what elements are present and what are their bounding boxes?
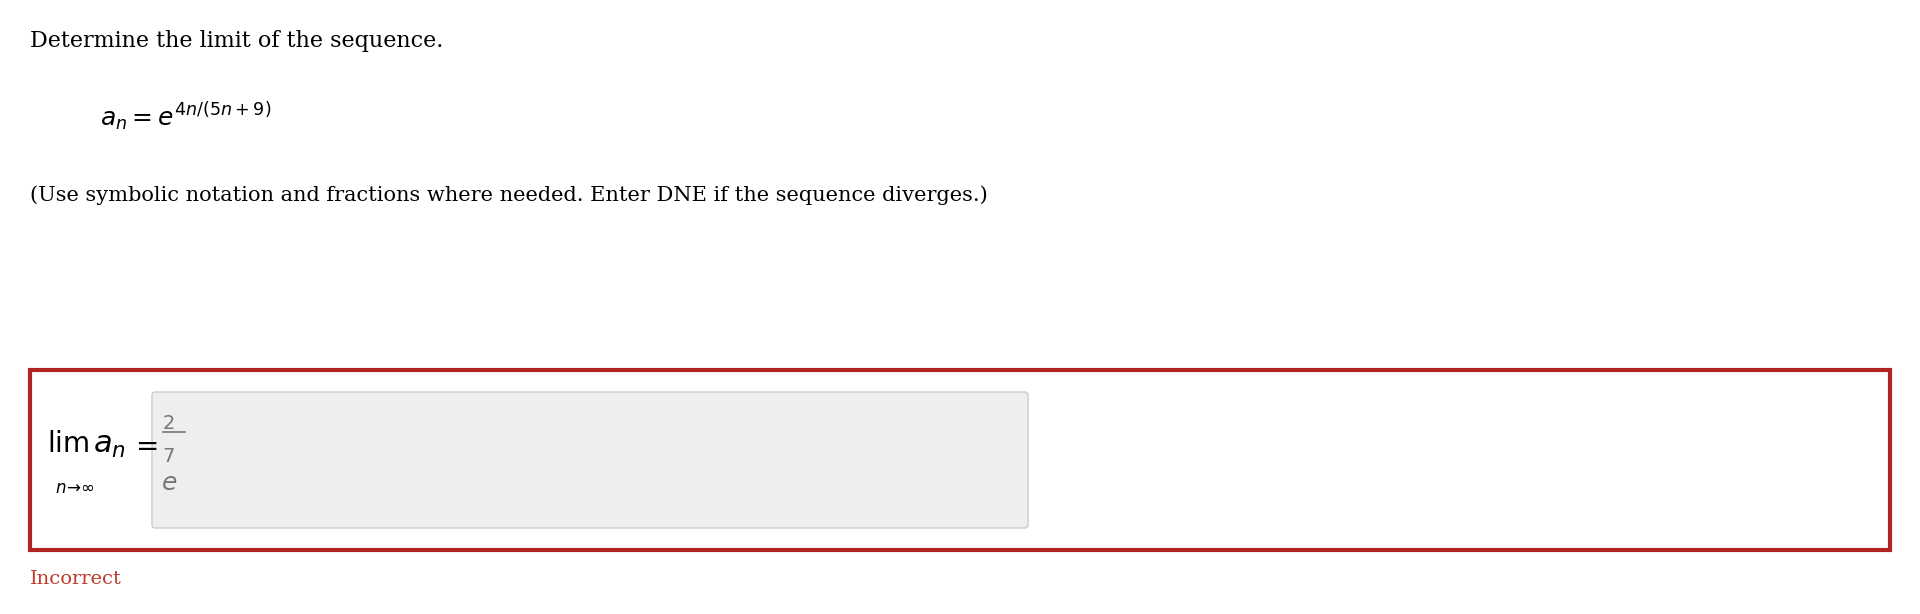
Text: Incorrect: Incorrect bbox=[31, 570, 121, 588]
Text: $e$: $e$ bbox=[161, 472, 177, 495]
FancyBboxPatch shape bbox=[152, 392, 1027, 528]
Text: $n\!\rightarrow\!\infty$: $n\!\rightarrow\!\infty$ bbox=[56, 480, 94, 497]
Text: $\lim$: $\lim$ bbox=[46, 432, 88, 459]
Text: Determine the limit of the sequence.: Determine the limit of the sequence. bbox=[31, 30, 444, 52]
Text: $a_n = e^{4n/(5n+9)}$: $a_n = e^{4n/(5n+9)}$ bbox=[100, 100, 271, 133]
Text: $a_n$: $a_n$ bbox=[92, 430, 127, 460]
Text: (Use symbolic notation and fractions where needed. Enter DNE if the sequence div: (Use symbolic notation and fractions whe… bbox=[31, 185, 987, 204]
Bar bbox=[31, 370, 1889, 550]
Text: $7$: $7$ bbox=[161, 448, 175, 466]
Text: $2$: $2$ bbox=[161, 415, 175, 433]
Text: $=$: $=$ bbox=[131, 432, 157, 459]
